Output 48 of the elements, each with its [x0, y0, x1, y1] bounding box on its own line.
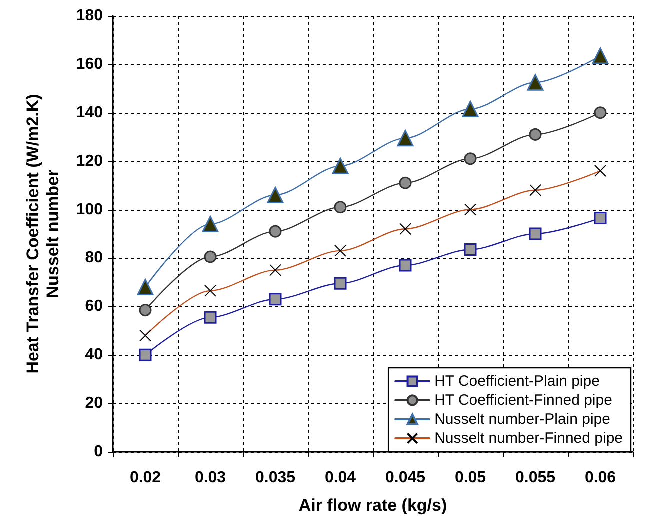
- point: [594, 212, 607, 225]
- y-tick-label: 80: [85, 250, 104, 267]
- point: [334, 277, 347, 290]
- point: [464, 152, 477, 166]
- y-tick-label: 120: [76, 152, 104, 170]
- y-tick-label: 160: [76, 56, 104, 73]
- y-tick-label: 20: [85, 395, 104, 412]
- x-tick-label: 0.04: [324, 470, 356, 486]
- x-tick-label: 0.055: [515, 470, 556, 486]
- point: [269, 293, 282, 306]
- legend-label: HT Coefficient-Finned pipe: [434, 392, 612, 409]
- point: [462, 101, 479, 118]
- y-axis-title: Heat Transfer Coefficient (W/m2.K) Nusselt number: [24, 94, 62, 374]
- point: [139, 348, 152, 362]
- point: [204, 250, 217, 264]
- point: [529, 228, 542, 240]
- point: [527, 74, 544, 91]
- point: [397, 130, 414, 147]
- point: [204, 311, 217, 324]
- point: [594, 106, 607, 120]
- x-axis-title: Air flow rate (kg/s): [298, 496, 448, 515]
- point: [529, 128, 542, 141]
- x-tick-label: 0.045: [385, 470, 426, 486]
- y-tick-label: 0: [94, 444, 104, 460]
- x-tick-label: 0.06: [584, 470, 616, 486]
- point: [592, 48, 609, 64]
- point: [464, 243, 477, 256]
- point: [269, 225, 282, 238]
- x-tick-label: 0.035: [255, 470, 296, 486]
- point: [139, 304, 152, 317]
- point: [399, 259, 412, 272]
- x-tick-label: 0.03: [194, 470, 226, 486]
- x-tick-label: 0.02: [130, 470, 162, 486]
- y-tick-label: 100: [76, 201, 104, 218]
- x-tick-label: 0.05: [454, 470, 486, 486]
- point: [202, 216, 219, 233]
- legend-label: HT Coefficient-Plain pipe: [434, 373, 600, 390]
- y-tick-label: 140: [76, 104, 104, 122]
- point: [267, 186, 284, 204]
- point: [332, 158, 349, 174]
- legend-label: Nusselt number-Plain pipe: [434, 411, 610, 428]
- point: [334, 201, 347, 214]
- y-tick-label: 40: [85, 346, 104, 364]
- y-tick-label: 60: [85, 298, 104, 316]
- point: [137, 279, 154, 296]
- point: [399, 176, 412, 190]
- y-tick-label: 180: [76, 8, 104, 24]
- legend-label: Nusselt number-Finned pipe: [434, 430, 624, 447]
